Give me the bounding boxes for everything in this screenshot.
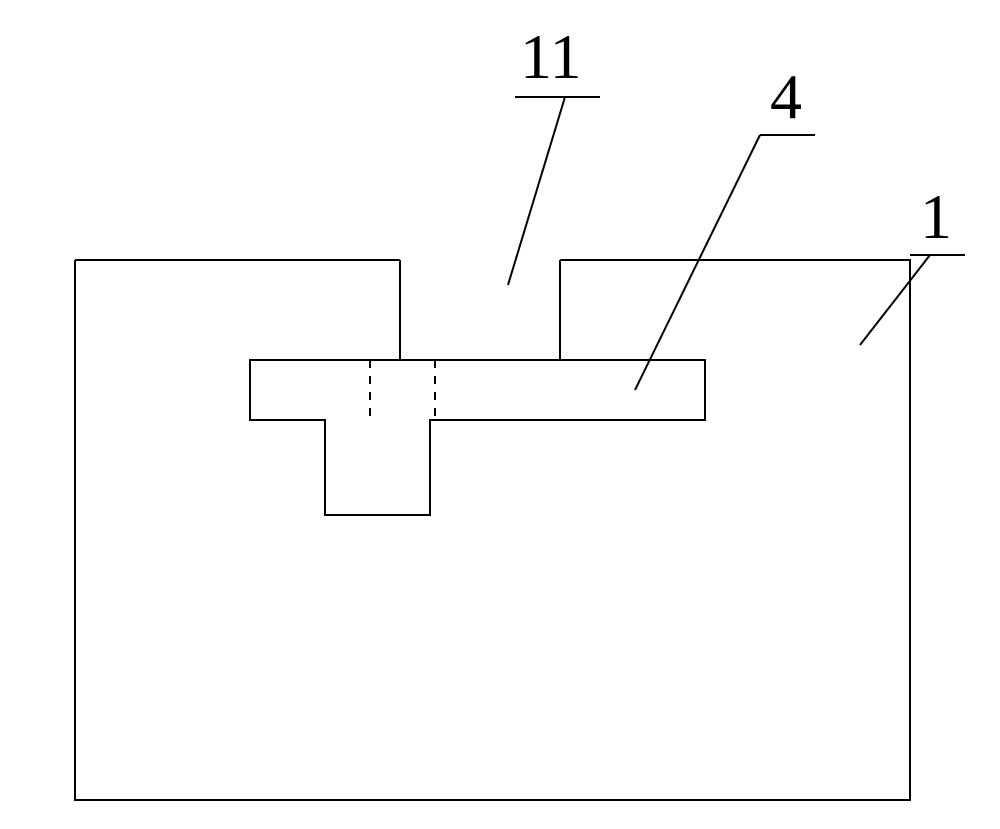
callout-label-1: 1: [920, 180, 952, 254]
leader-line-4: [635, 135, 760, 390]
inner-shape-outline: [250, 360, 705, 515]
leader-line-11: [508, 97, 565, 285]
callout-label-11: 11: [520, 20, 582, 94]
technical-diagram: [0, 0, 1000, 829]
callout-label-4: 4: [770, 60, 802, 134]
leader-line-1: [860, 255, 930, 345]
body-outline: [75, 260, 910, 800]
main-body-outline: [75, 260, 910, 800]
